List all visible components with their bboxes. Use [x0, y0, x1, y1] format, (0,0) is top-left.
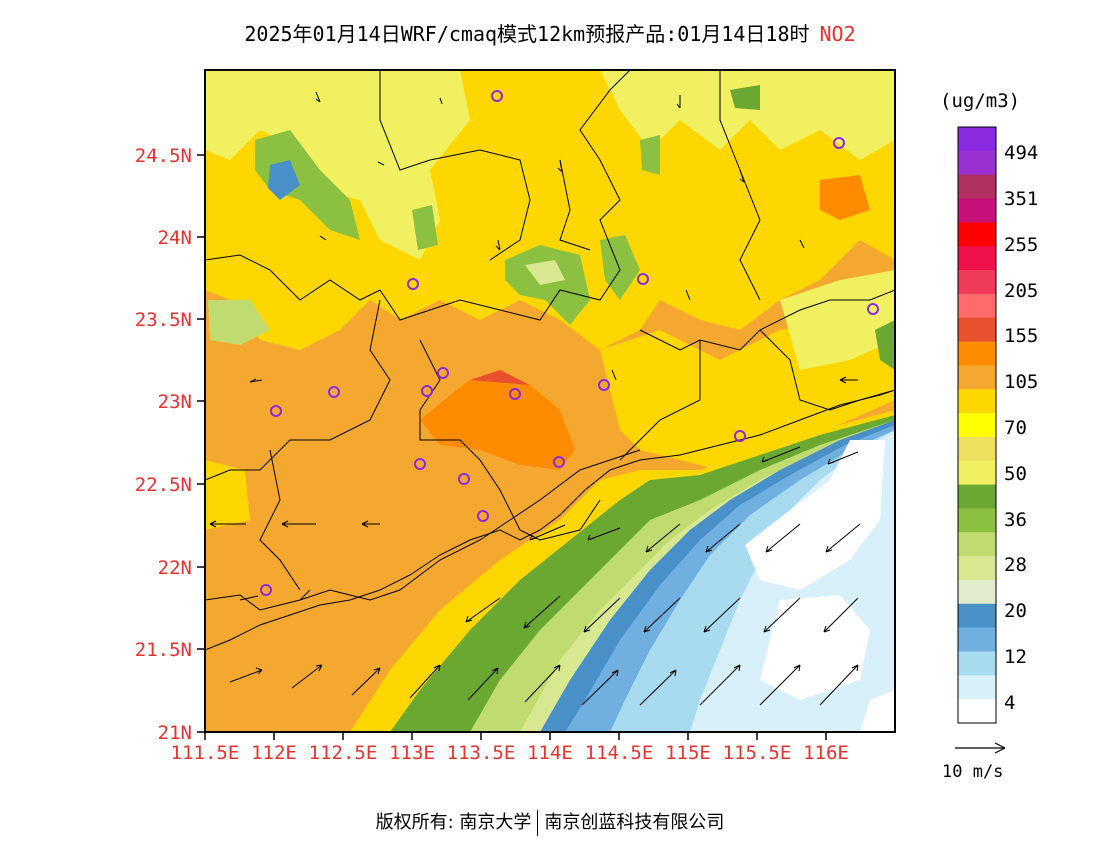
pale-yellow-north	[205, 70, 470, 260]
lon-label: 111.5E	[171, 742, 240, 764]
admin-boundaries	[205, 70, 895, 611]
colorbar-swatch	[958, 317, 996, 343]
colorbar-label: 12	[1004, 646, 1027, 668]
green-spot-n3	[412, 205, 438, 250]
colorbar-label: 20	[1004, 600, 1027, 622]
green-hill-c2	[600, 235, 640, 300]
colorbar-swatch	[958, 174, 996, 200]
lat-label: 21N	[158, 722, 192, 744]
title-species: NO2	[819, 22, 856, 46]
lat-label: 22N	[158, 557, 192, 579]
green-hill-nw	[255, 130, 360, 240]
green-hill-center-light	[525, 260, 565, 285]
colorbar-swatch	[958, 127, 996, 152]
wind-reference-arrow	[955, 742, 1006, 754]
green-hill-e	[875, 320, 895, 370]
colorbar-swatch	[958, 365, 996, 390]
lat-label: 23N	[158, 391, 192, 413]
lon-label: 113E	[389, 742, 435, 764]
colorbar-unit: (ug/m3)	[940, 90, 1021, 112]
wind-vectors	[209, 91, 861, 706]
lat-label: 22.5N	[135, 474, 192, 496]
lon-label: 115E	[665, 742, 711, 764]
lon-label: 116E	[803, 742, 849, 764]
colorbar-swatch	[958, 484, 996, 510]
colorbar-swatch	[958, 341, 996, 366]
wind-reference-label: 10 m/s	[942, 762, 1004, 782]
colorbar-swatch	[958, 532, 996, 557]
lat-label: 23.5N	[135, 309, 192, 331]
colorbar-swatch	[958, 413, 996, 438]
colorbar-label: 28	[1004, 554, 1027, 576]
lon-label: 114.5E	[585, 742, 654, 764]
green-spot-n	[730, 85, 760, 110]
pale-yellow-east	[780, 270, 895, 370]
lat-label: 21.5N	[135, 639, 192, 661]
colorbar-swatch	[958, 389, 996, 414]
colorbar-label: 36	[1004, 509, 1027, 531]
lat-label: 24N	[158, 227, 192, 249]
lon-axis: 111.5E 112E 112.5E 113E 113.5E 114E 114.…	[171, 732, 849, 764]
colorbar-swatch	[958, 603, 996, 629]
colorbar-swatch	[958, 556, 996, 581]
colorbar-swatch	[958, 150, 996, 176]
colorbar-label: 155	[1004, 325, 1038, 347]
lat-axis: 24.5N 24N 23.5N 23N 22.5N 22N 21.5N 21N	[135, 145, 205, 744]
concentration-field	[205, 70, 895, 732]
blue-spot-nw	[268, 160, 300, 200]
colorbar-swatch	[958, 627, 996, 653]
map-title: 2025年01月14日WRF/cmaq模式12km预报产品:01月14日18时 N…	[0, 18, 1100, 47]
lon-label: 114E	[527, 742, 573, 764]
copyright: 版权所有: 南京大学 南京创蓝科技有限公司	[0, 808, 1100, 836]
colorbar-swatch	[958, 198, 996, 223]
colorbar-swatch	[958, 699, 996, 724]
lat-label: 24.5N	[135, 145, 192, 167]
colorbar-frame	[957, 126, 997, 724]
colorbar-swatch	[958, 246, 996, 271]
colorbar-label: 105	[1004, 371, 1038, 393]
lon-label: 112.5E	[309, 742, 378, 764]
green-hill-w	[208, 300, 270, 345]
colorbar-label: 205	[1004, 280, 1038, 302]
colorbar-swatch	[958, 675, 996, 700]
copyright-separator	[537, 810, 539, 836]
colorbar-label: 4	[1004, 692, 1015, 714]
sea-clean-2	[760, 595, 870, 700]
pale-yellow-ne	[600, 70, 895, 160]
lon-label: 113.5E	[447, 742, 516, 764]
colorbar-label: 351	[1004, 188, 1038, 210]
colorbar-label: 70	[1004, 417, 1027, 439]
copyright-left: 版权所有: 南京大学	[375, 812, 532, 833]
colorbar-labels: 494 351 255 205 155 105 70 50 36 28 20 1…	[1004, 142, 1038, 714]
title-main: 2025年01月14日WRF/cmaq模式12km预报产品:01月14日18时	[244, 22, 810, 46]
hotspot-halo	[420, 380, 575, 470]
coastline	[205, 389, 895, 651]
sea-clean-1	[745, 440, 885, 590]
colorbar-swatch	[958, 436, 996, 462]
colorbar-swatch	[958, 651, 996, 676]
colorbar-label: 494	[1004, 142, 1038, 164]
colorbar-swatch	[958, 460, 996, 486]
colorbar-label: 255	[1004, 234, 1038, 256]
colorbar	[957, 126, 997, 724]
colorbar-swatch	[958, 293, 996, 319]
colorbar-swatch	[958, 270, 996, 295]
colorbar-swatch	[958, 579, 996, 605]
lon-label: 115.5E	[723, 742, 792, 764]
yellow-west	[205, 460, 250, 530]
colorbar-swatch	[958, 508, 996, 533]
copyright-right: 南京创蓝科技有限公司	[544, 812, 725, 833]
green-spot-n2	[640, 135, 660, 175]
sea-clean-3	[860, 690, 895, 732]
lon-label: 112E	[251, 742, 297, 764]
colorbar-label: 50	[1004, 463, 1027, 485]
colorbar-swatch	[958, 222, 996, 247]
station-markers	[260, 90, 879, 596]
orange-ne-blob	[820, 175, 870, 220]
